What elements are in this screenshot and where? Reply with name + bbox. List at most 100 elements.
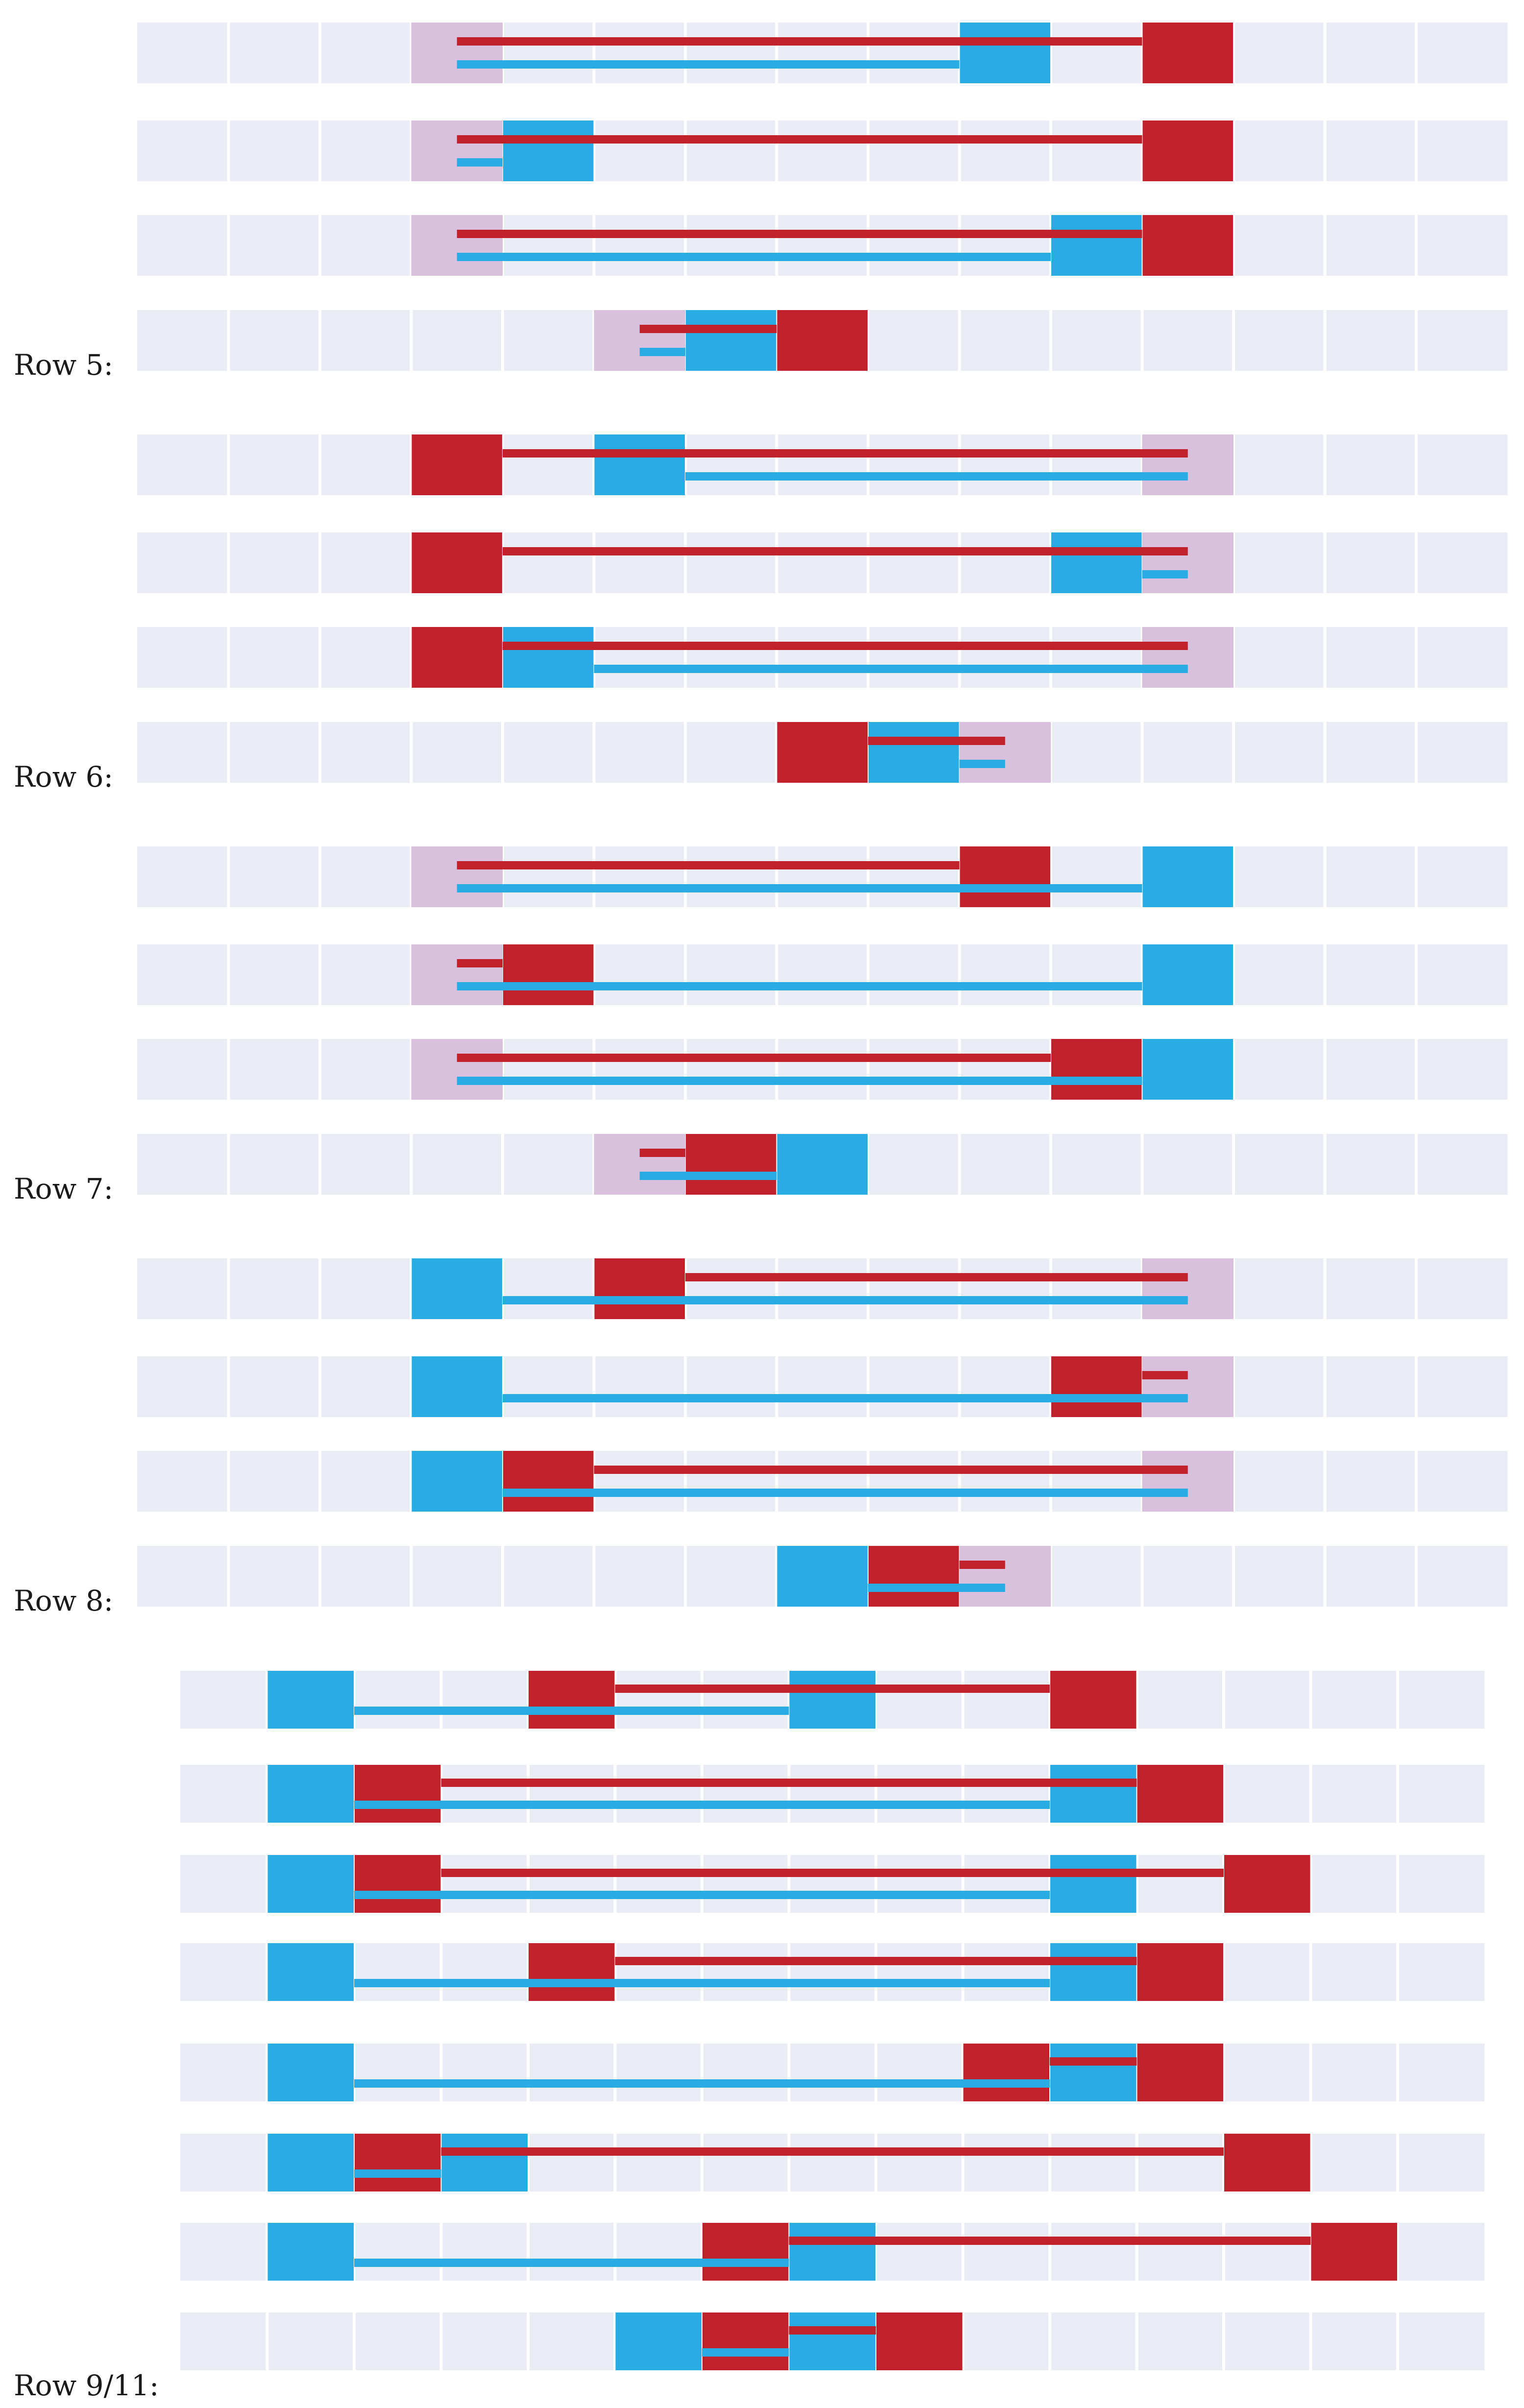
- cell-divider: [1415, 1546, 1418, 1607]
- track-background: [137, 627, 1508, 688]
- cell-divider: [1309, 2312, 1312, 2370]
- cell-divider: [1232, 1546, 1235, 1607]
- cell-divider: [1135, 2044, 1138, 2101]
- cell-divider: [501, 1258, 504, 1319]
- cell-divider: [958, 434, 961, 495]
- cell-divider: [958, 944, 961, 1005]
- cell-divider: [787, 1765, 791, 1823]
- cell-divider: [1049, 532, 1052, 593]
- cell-divider: [1049, 1451, 1052, 1512]
- cell-divider: [1309, 1765, 1312, 1823]
- track-row: [137, 1258, 1508, 1319]
- span-marker: [1142, 1451, 1234, 1512]
- section-row-5: [137, 23, 1508, 371]
- cell-divider: [501, 1546, 504, 1607]
- cell-divider: [318, 1258, 321, 1319]
- cell-divider: [227, 1258, 230, 1319]
- blue-block: [267, 2223, 354, 2281]
- cell-divider: [1309, 2223, 1312, 2281]
- cell-divider: [775, 846, 778, 907]
- cell-divider: [701, 1671, 703, 1729]
- cell-divider: [227, 532, 230, 593]
- cell-divider: [1222, 1855, 1225, 1913]
- cell-divider: [1323, 846, 1327, 907]
- cell-divider: [867, 434, 870, 495]
- track-row: [137, 627, 1508, 688]
- blue-block: [1050, 1855, 1137, 1913]
- cell-divider: [1415, 23, 1418, 83]
- cell-divider: [1140, 846, 1144, 907]
- section-row-7: [137, 846, 1508, 1195]
- blue-block: [789, 1671, 875, 1729]
- red-block: [777, 722, 868, 783]
- cell-divider: [1135, 2134, 1138, 2191]
- red-block: [702, 2223, 789, 2281]
- cell-divider: [1415, 627, 1418, 688]
- cell-divider: [1048, 1855, 1051, 1913]
- cell-divider: [527, 1765, 530, 1823]
- red-block: [1137, 1765, 1223, 1823]
- section-row-9-11: [180, 1671, 1485, 2370]
- section-label-row-6: Row 6:: [14, 760, 113, 794]
- cell-divider: [592, 120, 596, 181]
- cell-divider: [1222, 2223, 1225, 2281]
- track-background: [137, 434, 1508, 495]
- cell-divider: [1222, 2312, 1225, 2370]
- cell-divider: [867, 310, 870, 371]
- blue-block: [267, 2134, 354, 2191]
- cell-divider: [1232, 310, 1235, 371]
- red-link-line: [441, 1779, 1137, 1787]
- cell-divider: [1415, 120, 1418, 181]
- red-link-line: [594, 1466, 1188, 1474]
- track-row: [180, 1943, 1485, 2001]
- track-background: [137, 846, 1508, 907]
- blue-block: [503, 627, 594, 688]
- blue-block: [1142, 944, 1233, 1005]
- cell-divider: [1140, 23, 1144, 83]
- cell-divider: [613, 2044, 617, 2101]
- cell-divider: [1135, 2223, 1138, 2281]
- cell-divider: [1049, 1134, 1052, 1195]
- track-row: [137, 1451, 1508, 1512]
- cell-divider: [874, 1855, 877, 1913]
- cell-divider: [1323, 1356, 1327, 1417]
- cell-divider: [1049, 120, 1052, 181]
- cell-divider: [1309, 1943, 1312, 2001]
- cell-divider: [613, 2223, 617, 2281]
- cell-divider: [1048, 1671, 1051, 1729]
- track-row: [137, 722, 1508, 783]
- track-row: [137, 1356, 1508, 1417]
- span-marker: [411, 23, 503, 83]
- cell-divider: [613, 1765, 617, 1823]
- cell-divider: [775, 627, 778, 688]
- cell-divider: [775, 310, 778, 371]
- red-block: [963, 2044, 1049, 2101]
- cell-divider: [266, 1855, 269, 1913]
- red-block: [529, 1943, 615, 2001]
- cell-divider: [867, 944, 870, 1005]
- cell-divider: [527, 1943, 530, 2001]
- cell-divider: [227, 722, 230, 783]
- blue-block: [411, 1451, 502, 1512]
- cell-divider: [958, 120, 961, 181]
- cell-divider: [1415, 434, 1418, 495]
- cell-divider: [958, 310, 961, 371]
- section-label-row-7: Row 7:: [14, 1172, 113, 1205]
- blue-block: [869, 722, 959, 783]
- cell-divider: [1415, 1451, 1418, 1512]
- track-background: [137, 120, 1508, 181]
- cell-divider: [266, 1671, 269, 1729]
- cell-divider: [1222, 1671, 1225, 1729]
- blue-link-line: [457, 253, 1051, 261]
- cell-divider: [775, 215, 778, 276]
- cell-divider: [1140, 1134, 1144, 1195]
- cell-divider: [1049, 1356, 1052, 1417]
- cell-divider: [439, 1855, 443, 1913]
- span-marker: [1142, 434, 1234, 495]
- cell-divider: [613, 2134, 617, 2191]
- cell-divider: [1396, 1943, 1399, 2001]
- red-block: [503, 944, 594, 1005]
- cell-divider: [439, 2312, 443, 2370]
- red-block: [1311, 2223, 1397, 2281]
- red-block: [1224, 1855, 1310, 1913]
